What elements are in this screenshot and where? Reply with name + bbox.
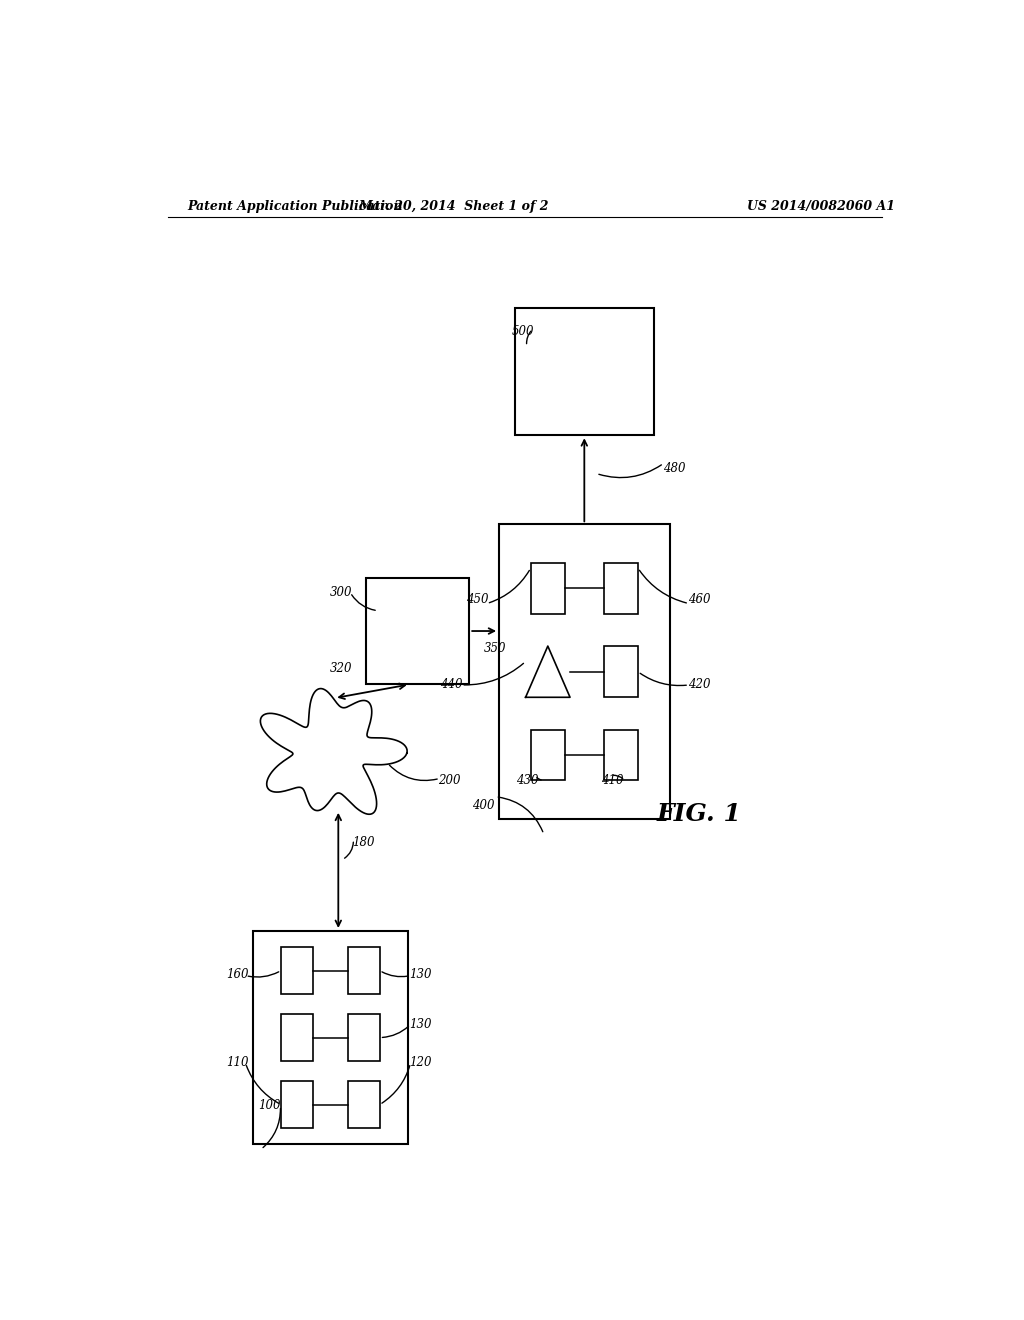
Text: 450: 450 <box>466 593 488 606</box>
Text: 500: 500 <box>512 325 535 338</box>
Bar <box>253 931 408 1144</box>
Text: 400: 400 <box>472 800 495 812</box>
Text: Patent Application Publication: Patent Application Publication <box>187 199 403 213</box>
Text: 130: 130 <box>409 968 431 981</box>
Text: 130: 130 <box>409 1018 431 1031</box>
Text: 440: 440 <box>439 678 462 692</box>
Text: 120: 120 <box>409 1056 431 1069</box>
Bar <box>367 578 469 684</box>
Text: 200: 200 <box>438 774 461 787</box>
Bar <box>282 1014 313 1061</box>
Text: FIG. 1: FIG. 1 <box>657 803 741 826</box>
Bar <box>499 524 670 818</box>
Text: 320: 320 <box>330 663 352 675</box>
Bar <box>348 948 380 994</box>
Text: US 2014/0082060 A1: US 2014/0082060 A1 <box>748 199 895 213</box>
Text: 410: 410 <box>601 774 624 787</box>
Text: 420: 420 <box>688 678 711 692</box>
Text: 180: 180 <box>352 836 375 849</box>
Text: 460: 460 <box>688 593 711 606</box>
Text: 110: 110 <box>226 1056 249 1069</box>
Polygon shape <box>260 689 408 814</box>
Bar <box>530 562 565 614</box>
Text: 430: 430 <box>516 774 539 787</box>
Bar <box>515 309 653 436</box>
Polygon shape <box>525 645 570 697</box>
Bar <box>348 1014 380 1061</box>
Text: 300: 300 <box>330 586 352 599</box>
Bar <box>282 948 313 994</box>
Bar <box>530 730 565 780</box>
Bar <box>282 1081 313 1129</box>
Text: 350: 350 <box>484 642 507 655</box>
Text: 100: 100 <box>258 1100 281 1113</box>
Bar <box>604 562 638 614</box>
Bar <box>348 1081 380 1129</box>
Text: Mar. 20, 2014  Sheet 1 of 2: Mar. 20, 2014 Sheet 1 of 2 <box>358 199 549 213</box>
Text: 480: 480 <box>663 462 685 475</box>
Text: 160: 160 <box>226 968 249 981</box>
Bar <box>604 730 638 780</box>
Bar <box>604 647 638 697</box>
